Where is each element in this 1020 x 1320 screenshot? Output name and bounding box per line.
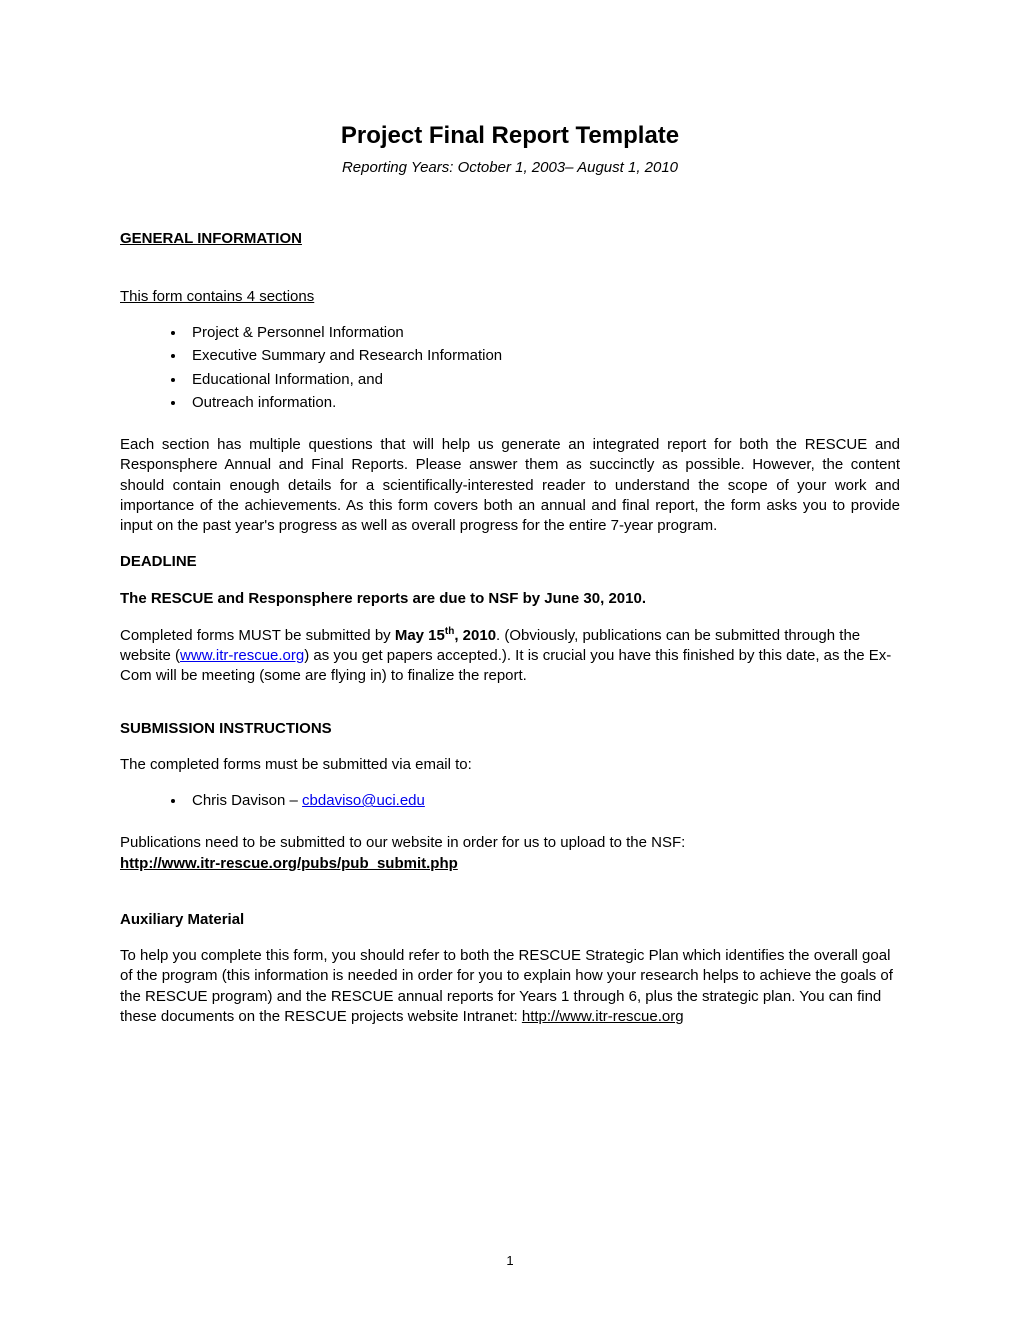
- rescue-website-link[interactable]: www.itr-rescue.org: [180, 647, 304, 664]
- list-item: Executive Summary and Research Informati…: [186, 346, 900, 366]
- sections-intro: This form contains 4 sections: [120, 287, 900, 307]
- document-title: Project Final Report Template: [120, 120, 900, 152]
- pubs-submit-link[interactable]: http://www.itr-rescue.org/pubs/pub_submi…: [120, 855, 458, 872]
- intro-paragraph: Each section has multiple questions that…: [120, 435, 900, 536]
- submission-header: SUBMISSION INSTRUCTIONS: [120, 719, 900, 739]
- submission-list: Chris Davison – cbdaviso@uci.edu: [186, 791, 900, 811]
- contact-name: Chris Davison –: [192, 792, 302, 809]
- sections-list: Project & Personnel Information Executiv…: [186, 323, 900, 413]
- intranet-link[interactable]: http://www.itr-rescue.org: [522, 1008, 684, 1025]
- submission-intro: The completed forms must be submitted vi…: [120, 755, 900, 775]
- text-fragment: Completed forms MUST be submitted by: [120, 627, 395, 644]
- text-fragment: Publications need to be submitted to our…: [120, 834, 685, 851]
- deadline-bold-line: The RESCUE and Responsphere reports are …: [120, 589, 900, 609]
- list-item: Chris Davison – cbdaviso@uci.edu: [186, 791, 900, 811]
- deadline-date-b: , 2010: [454, 627, 496, 644]
- list-item: Project & Personnel Information: [186, 323, 900, 343]
- document-subtitle: Reporting Years: October 1, 2003– August…: [120, 158, 900, 178]
- deadline-due-text: The RESCUE and Responsphere reports are …: [120, 590, 646, 607]
- text-fragment: To help you complete this form, you shou…: [120, 947, 893, 1025]
- deadline-date-sup: th: [445, 626, 454, 637]
- pubs-paragraph: Publications need to be submitted to our…: [120, 833, 900, 874]
- deadline-paragraph: Completed forms MUST be submitted by May…: [120, 625, 900, 687]
- aux-paragraph: To help you complete this form, you shou…: [120, 946, 900, 1027]
- contact-email-link[interactable]: cbdaviso@uci.edu: [302, 792, 425, 809]
- list-item: Educational Information, and: [186, 370, 900, 390]
- deadline-date: May 15: [395, 627, 445, 644]
- list-item: Outreach information.: [186, 393, 900, 413]
- page-number: 1: [0, 1252, 1020, 1270]
- deadline-header: DEADLINE: [120, 552, 900, 572]
- aux-header: Auxiliary Material: [120, 910, 900, 930]
- general-information-header: GENERAL INFORMATION: [120, 229, 900, 249]
